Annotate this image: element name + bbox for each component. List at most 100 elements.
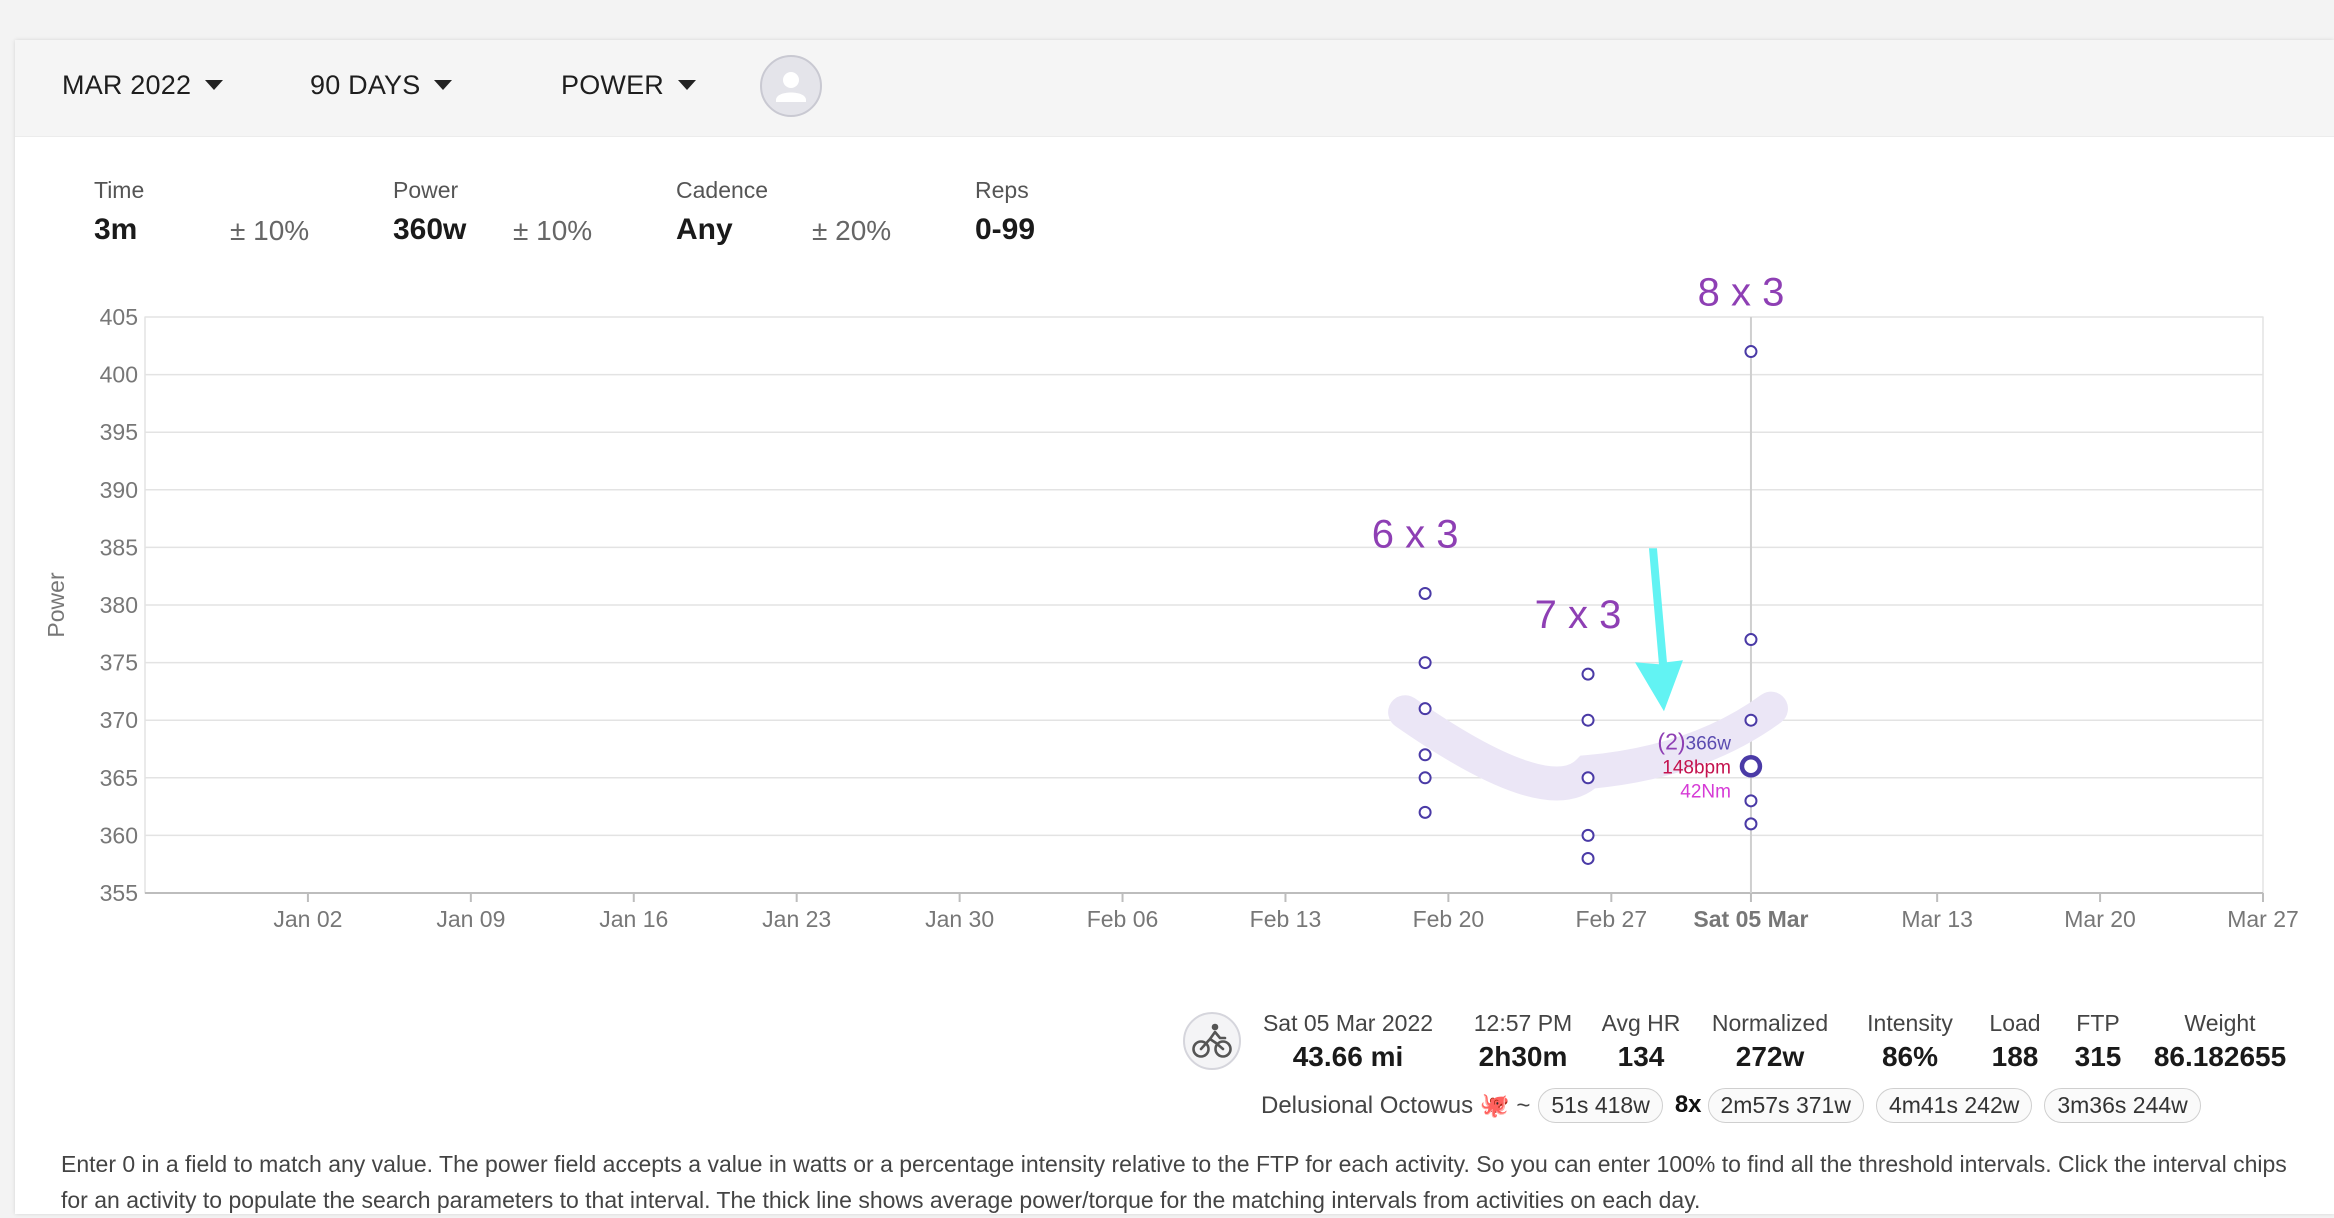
- stat-label: Weight: [2184, 1010, 2256, 1036]
- month-dropdown[interactable]: MAR 2022: [62, 70, 224, 101]
- stat-value: 315: [2074, 1041, 2122, 1072]
- x-tick-label: Feb 06: [1087, 906, 1159, 932]
- stat-value: 272w: [1735, 1041, 1805, 1072]
- y-tick-label: 375: [100, 650, 138, 676]
- activity-name[interactable]: Delusional Octowus 🐙 ~: [1261, 1091, 1531, 1119]
- activity-duration: 2h30m: [1478, 1041, 1568, 1072]
- x-tick-label: Feb 27: [1576, 906, 1648, 932]
- data-point: [1418, 656, 1432, 670]
- x-tick-label: Jan 30: [925, 906, 994, 932]
- data-point: [1418, 586, 1432, 600]
- cadence-tolerance-input[interactable]: ± 20%: [812, 215, 892, 246]
- arrow-icon: [1634, 548, 1683, 712]
- toolbar: MAR 2022 90 DAYS POWER: [15, 40, 2334, 137]
- power-input[interactable]: 360w: [393, 213, 467, 246]
- chevron-down-icon: [434, 79, 453, 90]
- stat-value: 86.182655: [2153, 1041, 2287, 1072]
- x-tick-label: Feb 20: [1413, 906, 1485, 932]
- interval-chip[interactable]: 3m36s 244w: [2044, 1087, 2201, 1123]
- range-label: 90 DAYS: [310, 70, 421, 100]
- data-point: [1744, 345, 1758, 359]
- y-tick-label: 400: [100, 362, 138, 388]
- x-tick-label: Mar 20: [2064, 906, 2136, 932]
- interval-chip[interactable]: 4m41s 242w: [1875, 1087, 2033, 1123]
- interval-chip[interactable]: 51s 418w: [1538, 1087, 1663, 1123]
- reps-label: Reps: [975, 177, 1029, 203]
- avg-hr-stat: Avg HR 134: [1591, 1010, 1691, 1073]
- stat-label: Intensity: [1867, 1010, 1953, 1036]
- data-point: [1744, 794, 1758, 808]
- interval-count-label: 7 x 3: [1535, 593, 1622, 637]
- stat-value: 134: [1617, 1041, 1665, 1072]
- power-scatter-chart[interactable]: 355 360 365 370 375 380 385 390 395 400 405 Jan 02 J…: [0, 0, 2334, 960]
- time-tolerance-input[interactable]: ± 10%: [230, 215, 310, 246]
- x-tick-label: Sat 05 Mar: [1693, 906, 1808, 932]
- y-tick-label: 395: [100, 419, 138, 445]
- bike-icon[interactable]: [1183, 1012, 1241, 1070]
- avatar[interactable]: [760, 55, 822, 117]
- y-tick-label: 390: [100, 477, 138, 503]
- help-text: Enter 0 in a field to match any value. T…: [61, 1151, 2287, 1213]
- time-label: Time: [94, 177, 145, 203]
- data-point: [1581, 667, 1595, 681]
- stat-label: Load: [1989, 1010, 2041, 1036]
- y-tick-label: 380: [100, 592, 138, 618]
- normalized-stat: Normalized 272w: [1695, 1010, 1845, 1073]
- metric-dropdown[interactable]: POWER: [561, 70, 697, 101]
- data-point: [1581, 828, 1595, 842]
- x-tick-label: Mar 13: [1901, 906, 1973, 932]
- data-point: [1418, 805, 1432, 819]
- x-tick-label: Jan 16: [599, 906, 668, 932]
- x-tick-label: Mar 27: [2227, 906, 2299, 932]
- data-point: [1744, 633, 1758, 647]
- time-input[interactable]: 3m: [94, 213, 138, 246]
- y-tick-label: 365: [100, 765, 138, 791]
- cadence-label: Cadence: [676, 177, 769, 203]
- y-tick-label: 405: [100, 304, 138, 330]
- interval-count-label: 6 x 3: [1372, 512, 1459, 556]
- data-point: [1581, 771, 1595, 785]
- chevron-down-icon: [678, 79, 697, 90]
- ftp-stat: FTP 315: [2068, 1010, 2128, 1073]
- stat-label: Avg HR: [1601, 1010, 1681, 1036]
- cadence-input[interactable]: Any: [676, 213, 733, 246]
- activity-time: 12:57 PM: [1473, 1010, 1573, 1036]
- y-tick-label: 370: [100, 707, 138, 733]
- reps-input[interactable]: 0-99: [975, 213, 1036, 246]
- activity-date-stat: Sat 05 Mar 2022 43.66 mi: [1253, 1010, 1443, 1073]
- x-tick-label: Jan 09: [436, 906, 505, 932]
- intervals-card: MAR 2022 90 DAYS POWER Time 3m ± 10% Pow…: [15, 40, 2334, 1214]
- y-tick-label: 355: [100, 880, 138, 906]
- activity-time-stat: 12:57 PM 2h30m: [1453, 1010, 1593, 1073]
- x-tick-label: Feb 13: [1250, 906, 1322, 932]
- month-label: MAR 2022: [62, 70, 192, 100]
- stat-label: Normalized: [1711, 1010, 1829, 1036]
- user-icon: [776, 72, 806, 102]
- y-axis-label: Power: [43, 572, 69, 638]
- hover-point: [1739, 755, 1763, 778]
- chevron-down-icon: [205, 79, 224, 90]
- power-label: Power: [393, 177, 459, 203]
- weight-stat: Weight 86.182655: [2145, 1010, 2295, 1073]
- interval-chip[interactable]: 2m57s 371w: [1707, 1087, 1864, 1123]
- data-point: [1418, 702, 1432, 716]
- range-dropdown[interactable]: 90 DAYS: [310, 70, 453, 101]
- data-point: [1581, 713, 1595, 727]
- x-tick-label: Jan 02: [273, 906, 342, 932]
- data-point: [1418, 771, 1432, 785]
- stat-value: 86%: [1881, 1041, 1939, 1072]
- hover-torque-label: 42Nm: [1680, 781, 1731, 802]
- data-point: [1581, 851, 1595, 865]
- stat-label: FTP: [2076, 1010, 2120, 1036]
- activity-date: Sat 05 Mar 2022: [1262, 1010, 1434, 1036]
- interval-multiplier: 8x: [1674, 1091, 1702, 1118]
- power-tolerance-input[interactable]: ± 10%: [513, 215, 593, 246]
- activity-distance: 43.66 mi: [1292, 1041, 1404, 1072]
- metric-label: POWER: [561, 70, 665, 100]
- y-tick-label: 360: [100, 822, 138, 848]
- data-point: [1744, 713, 1758, 727]
- intensity-stat: Intensity 86%: [1860, 1010, 1960, 1073]
- interval-count-label: 8 x 3: [1698, 271, 1785, 315]
- data-point: [1744, 817, 1758, 831]
- x-tick-label: Jan 23: [762, 906, 831, 932]
